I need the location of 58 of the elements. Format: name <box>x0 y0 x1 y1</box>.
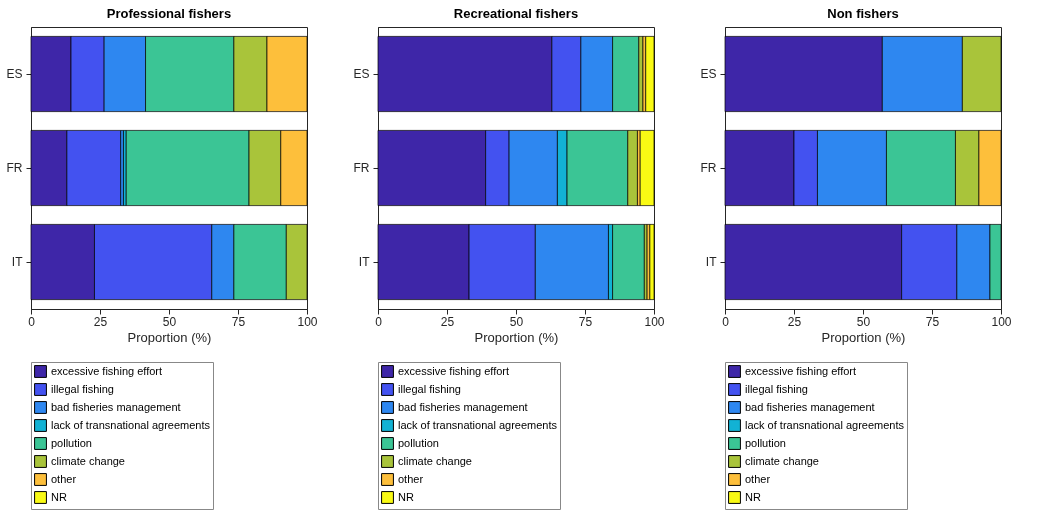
legend-label: other <box>745 472 771 485</box>
y-tick-label: FR <box>353 161 370 175</box>
chart-title: Professional fishers <box>106 6 232 21</box>
y-tick-label: ES <box>353 67 370 81</box>
legend-label: lack of transnational agreements <box>51 418 211 431</box>
legend-label: climate change <box>398 454 472 467</box>
bar <box>649 223 655 301</box>
legend-label: excessive fishing effort <box>745 364 857 377</box>
legend-label: bad fisheries management <box>745 400 875 413</box>
x-tick-label: 25 <box>440 314 455 329</box>
legend-label: illegal fishing <box>398 382 461 395</box>
legend-label: NR <box>51 490 67 503</box>
x-tick-label: 0 <box>722 314 730 329</box>
x-axis-title: Proportion (%) <box>821 329 906 345</box>
y-tick-label: ES <box>700 67 717 81</box>
x-tick-label: 50 <box>509 314 524 329</box>
legend-label: climate change <box>51 454 125 467</box>
legend-label: illegal fishing <box>51 382 114 395</box>
legend-label: climate change <box>745 454 819 467</box>
legend-label: NR <box>398 490 414 503</box>
x-tick-label: 25 <box>93 314 108 329</box>
legend-label: excessive fishing effort <box>51 364 163 377</box>
legend-label: illegal fishing <box>745 382 808 395</box>
legend-label: pollution <box>398 436 439 449</box>
x-tick-label: 25 <box>787 314 802 329</box>
bar <box>639 129 655 207</box>
x-tick-label: 0 <box>375 314 383 329</box>
chart-title: Recreational fishers <box>453 6 579 21</box>
y-tick-label: FR <box>6 161 23 175</box>
x-tick-label: 100 <box>991 314 1012 329</box>
y-tick-label: FR <box>700 161 717 175</box>
legend-label: other <box>51 472 77 485</box>
x-tick-label: 75 <box>231 314 246 329</box>
legend-label: excessive fishing effort <box>398 364 510 377</box>
legend-label: lack of transnational agreements <box>745 418 905 431</box>
chart-title: Non fishers <box>827 6 899 21</box>
x-tick-label: 50 <box>162 314 177 329</box>
legend-label: pollution <box>745 436 786 449</box>
legend-label: pollution <box>51 436 92 449</box>
x-axis-title: Proportion (%) <box>127 329 212 345</box>
x-tick-label: 75 <box>578 314 593 329</box>
legend-label: bad fisheries management <box>51 400 181 413</box>
x-tick-label: 100 <box>644 314 665 329</box>
y-tick-label: IT <box>11 255 24 269</box>
x-tick-label: 75 <box>925 314 940 329</box>
x-tick-label: 100 <box>297 314 318 329</box>
legend-label: bad fisheries management <box>398 400 528 413</box>
y-tick-label: ES <box>6 67 23 81</box>
legend-label: NR <box>745 490 761 503</box>
legend-label: lack of transnational agreements <box>398 418 558 431</box>
x-axis-title: Proportion (%) <box>474 329 559 345</box>
y-tick-label: IT <box>358 255 371 269</box>
y-tick-label: IT <box>705 255 718 269</box>
bar <box>612 223 645 301</box>
x-tick-label: 0 <box>28 314 36 329</box>
x-tick-label: 50 <box>856 314 871 329</box>
bar <box>645 35 655 113</box>
legend-label: other <box>398 472 424 485</box>
